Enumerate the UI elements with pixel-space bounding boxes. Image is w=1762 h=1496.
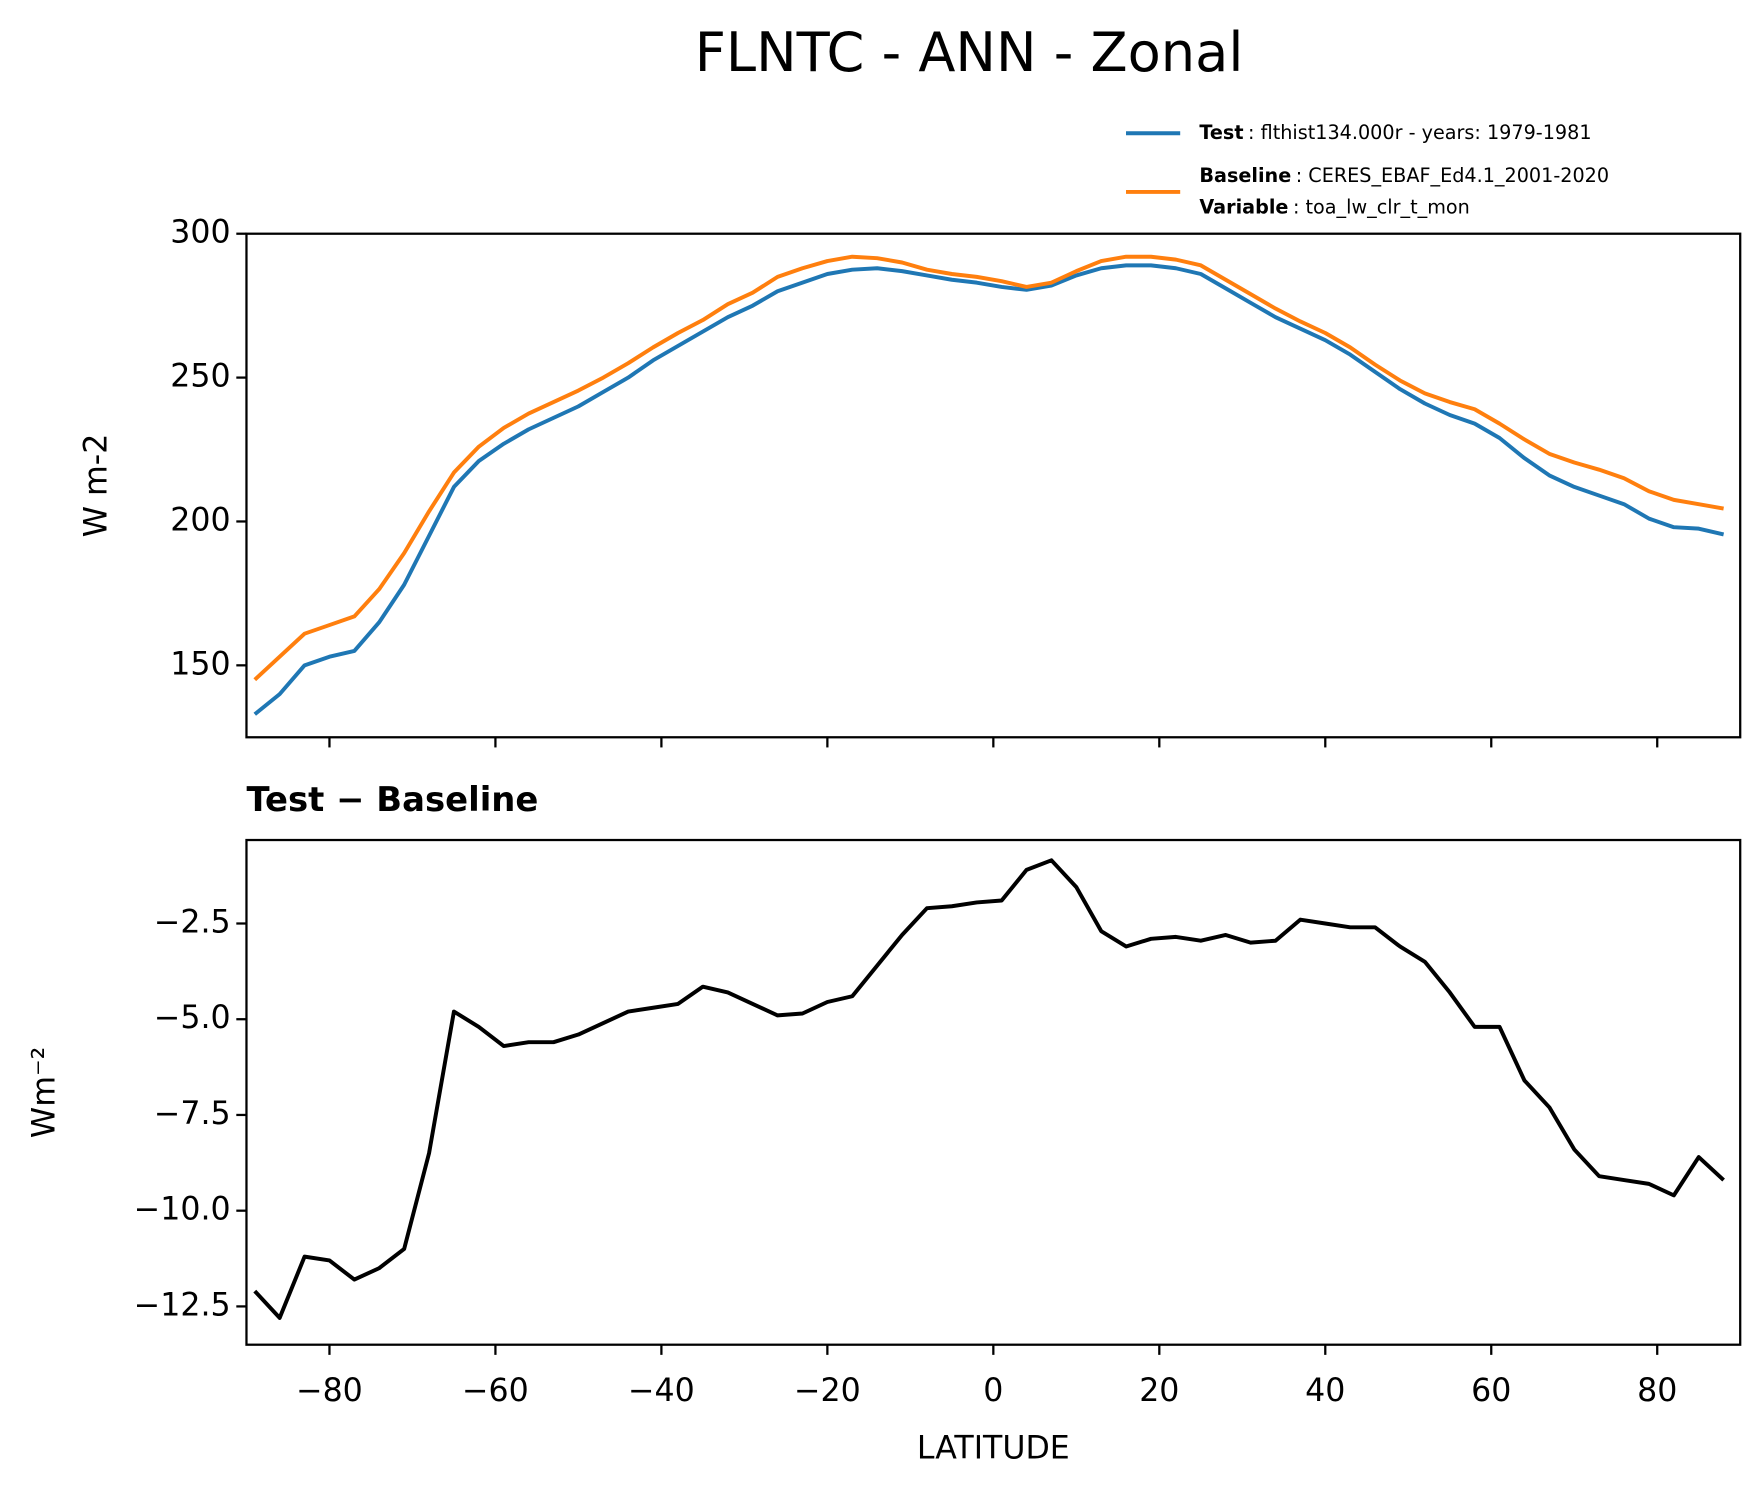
axes-frame <box>245 232 1742 739</box>
y-axis-label: Wm⁻² <box>26 1047 62 1138</box>
x-tick-label: 40 <box>1305 1373 1345 1409</box>
y-axis-label: W m-2 <box>78 434 114 538</box>
legend-note-label: Variable <box>1199 195 1288 218</box>
x-tick-label: 20 <box>1139 1373 1179 1409</box>
y-tick-label: 200 <box>170 502 230 538</box>
x-tick-label: −40 <box>628 1373 695 1409</box>
x-tick-label: −80 <box>296 1373 363 1409</box>
legend-note-text: : toa_lw_clr_t_mon <box>1293 195 1470 218</box>
data-line <box>253 858 1725 1320</box>
legend-detail: : CERES_EBAF_Ed4.1_2001-2020 <box>1296 164 1609 187</box>
x-tick-label: −60 <box>462 1373 529 1409</box>
y-tick-label: 250 <box>170 359 230 395</box>
y-tick-label: −2.5 <box>154 904 231 940</box>
legend-note: Variable: toa_lw_clr_t_mon <box>1199 195 1469 218</box>
x-tick-label: −20 <box>794 1373 861 1409</box>
y-tick-label: −10.0 <box>134 1192 231 1228</box>
x-tick-label: 60 <box>1471 1373 1511 1409</box>
y-tick-label: −7.5 <box>154 1096 231 1132</box>
axes-frame <box>245 838 1742 1346</box>
legend-name: Test <box>1199 121 1243 144</box>
y-tick-label: 150 <box>170 646 230 682</box>
x-axis-label: LATITUDE <box>917 1431 1070 1467</box>
y-tick-label: −5.0 <box>154 1000 231 1036</box>
legend-entry: Baseline: CERES_EBAF_Ed4.1_2001-2020 <box>1199 164 1609 187</box>
y-tick-label: 300 <box>170 215 230 251</box>
legend-entry: Test: flthist134.000r - years: 1979-1981 <box>1199 121 1591 144</box>
x-tick-label: 0 <box>983 1373 1003 1409</box>
x-tick-label: 80 <box>1637 1373 1677 1409</box>
legend-detail: : flthist134.000r - years: 1979-1981 <box>1248 121 1592 144</box>
y-tick-label: −12.5 <box>134 1287 231 1323</box>
data-line <box>253 263 1725 716</box>
legend-name: Baseline <box>1199 164 1291 187</box>
data-line <box>253 254 1724 682</box>
axes-title: Test − Baseline <box>246 780 538 819</box>
figure-title: FLNTC - ANN - Zonal <box>695 21 1244 84</box>
